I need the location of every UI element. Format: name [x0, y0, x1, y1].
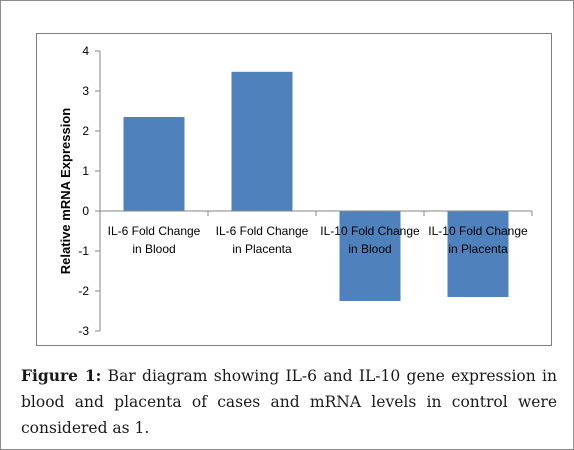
figure-caption: Figure 1: Bar diagram showing IL-6 and I… [21, 363, 557, 441]
bar [123, 117, 185, 211]
caption-text: Bar diagram showing IL-6 and IL-10 gene … [21, 367, 557, 437]
bar [231, 71, 293, 211]
y-axis-title: Relative mRNA Expression [58, 108, 73, 274]
y-tick-label: 3 [82, 84, 89, 98]
x-category-label: in Blood [132, 242, 175, 256]
x-category-label: IL-6 Fold Change [108, 224, 201, 238]
y-tick-label: 4 [82, 44, 89, 58]
x-category-label: in Placenta [448, 242, 508, 256]
bar-chart: -3 -2 -1 0 1 2 3 4 Relative mRNA Expression IL-6 … [58, 44, 533, 338]
caption-label: Figure 1: [21, 366, 102, 385]
y-tick-label: -2 [78, 284, 89, 298]
y-tick-label: 2 [82, 124, 89, 138]
x-category-label: IL-10 Fold Change [428, 224, 528, 238]
x-category-label: in Blood [348, 242, 391, 256]
x-category-label: IL-6 Fold Change [216, 224, 309, 238]
x-category-label: IL-10 Fold Change [320, 224, 420, 238]
y-tick-label: 1 [82, 164, 89, 178]
bar [447, 211, 509, 297]
y-tick-label: -1 [78, 244, 89, 258]
y-tick-label: 0 [82, 204, 89, 218]
x-category-label: in Placenta [232, 242, 292, 256]
bar [339, 211, 401, 301]
y-tick-label: -3 [78, 324, 89, 338]
